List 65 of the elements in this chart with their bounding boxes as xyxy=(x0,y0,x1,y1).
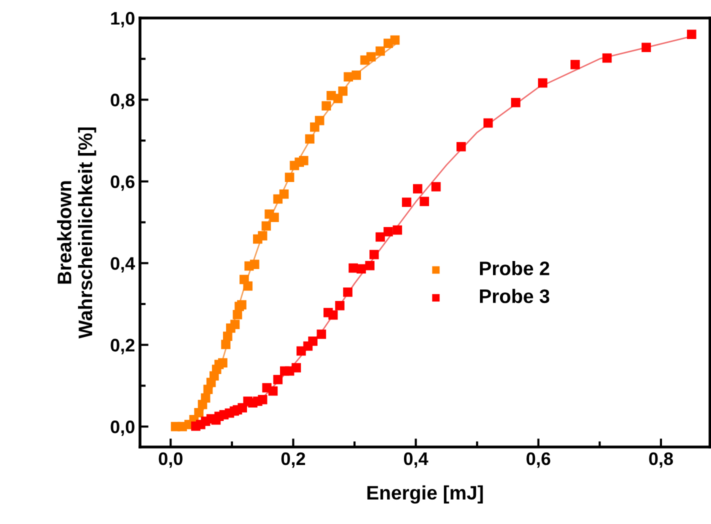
x-axis-title: Energie [mJ] xyxy=(367,485,483,504)
point xyxy=(483,118,493,128)
point xyxy=(314,116,324,126)
point xyxy=(456,142,466,152)
point xyxy=(322,101,331,110)
point xyxy=(402,198,412,207)
point xyxy=(250,260,260,270)
x-tick-label: 0,2 xyxy=(281,452,306,468)
point xyxy=(420,196,430,206)
point xyxy=(258,394,268,404)
point xyxy=(356,264,366,274)
point xyxy=(352,70,362,80)
point xyxy=(258,231,268,240)
point xyxy=(602,53,612,63)
point xyxy=(284,172,294,182)
point xyxy=(384,227,393,236)
point xyxy=(316,330,326,339)
point xyxy=(335,300,344,310)
legend-label: Probe 3 xyxy=(480,288,550,304)
y-tick-label: 0,6 xyxy=(110,175,134,191)
point xyxy=(376,232,385,242)
point xyxy=(328,310,338,320)
point xyxy=(431,182,441,192)
point xyxy=(392,225,402,235)
point xyxy=(237,300,246,310)
point xyxy=(232,310,242,320)
legend-label: Probe 2 xyxy=(480,260,550,276)
point xyxy=(270,212,279,222)
point xyxy=(268,386,278,396)
point xyxy=(412,184,422,194)
point xyxy=(511,98,520,108)
point xyxy=(194,408,204,418)
point xyxy=(273,374,283,384)
point xyxy=(279,189,289,199)
y-tick-label: 0,0 xyxy=(110,420,134,436)
x-tick-label: 0,8 xyxy=(649,452,673,468)
y-axis-title: Breakdown Wahrscheinlichkeit [%] xyxy=(57,128,96,339)
point xyxy=(365,260,374,270)
point xyxy=(570,60,580,70)
point xyxy=(369,250,379,260)
y-tick-label: 0,4 xyxy=(110,257,136,272)
x-tick-label: 0,6 xyxy=(526,452,550,468)
point xyxy=(343,287,352,297)
point xyxy=(538,78,548,88)
x-tick-label: 0,4 xyxy=(404,452,428,468)
point xyxy=(366,52,376,62)
point xyxy=(200,393,210,403)
point xyxy=(298,156,308,166)
point xyxy=(230,320,240,330)
point xyxy=(686,30,696,39)
y-tick-label: 1,0 xyxy=(111,12,134,28)
point xyxy=(262,221,271,231)
x-tick-label: 0,0 xyxy=(158,452,182,468)
point xyxy=(218,358,228,368)
point xyxy=(308,336,318,346)
y-tick-label: 0,2 xyxy=(110,338,134,354)
point xyxy=(376,46,385,56)
point xyxy=(305,134,314,144)
point xyxy=(221,340,230,350)
point xyxy=(292,363,301,372)
point xyxy=(642,42,651,52)
y-tick-label: 0,8 xyxy=(110,94,135,110)
point xyxy=(390,35,400,45)
point xyxy=(243,281,253,291)
point xyxy=(338,86,348,96)
